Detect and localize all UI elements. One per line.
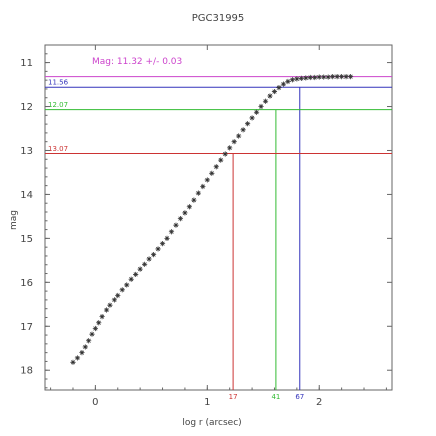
y-tick-label-5: 16 (20, 278, 33, 289)
x-tick-label-1: 1 (204, 397, 210, 408)
data-point (307, 74, 313, 81)
data-point (213, 164, 219, 170)
plot-frame (44, 44, 393, 391)
chart-title: PGC31995 (192, 13, 245, 24)
y-tick-label-6: 17 (20, 322, 33, 333)
data-point (236, 133, 242, 139)
data-point (107, 302, 113, 308)
data-point (137, 266, 143, 272)
data-point (150, 252, 157, 258)
data-point (70, 359, 76, 365)
data-point (240, 127, 246, 133)
data-point (280, 81, 287, 87)
data-point (79, 350, 85, 356)
data-point (186, 204, 192, 210)
data-point (74, 355, 81, 361)
data-point (218, 157, 224, 163)
x-tick-label-2: 2 (316, 397, 322, 408)
data-point (86, 338, 92, 344)
data-point (111, 297, 117, 303)
y-axis-label: mag (9, 210, 19, 230)
data-point (298, 75, 304, 82)
y-tick-label-0: 11 (20, 58, 33, 69)
data-point (200, 183, 206, 190)
data-point (334, 74, 340, 80)
data-point (325, 74, 331, 80)
ref-radius-label-2: 41 (271, 393, 280, 401)
data-point (89, 331, 95, 337)
data-point (124, 282, 130, 288)
data-point (182, 210, 188, 216)
ref-mag-label-2: 12.07 (48, 101, 68, 109)
data-point (204, 177, 210, 183)
data-point (262, 98, 269, 104)
data-point (245, 121, 251, 127)
data-point (177, 215, 184, 222)
data-point (271, 88, 278, 95)
data-point (289, 77, 295, 83)
ref-mag-label-3: 13.07 (48, 145, 68, 153)
data-point (303, 75, 309, 81)
data-point (347, 74, 354, 80)
data-point (231, 139, 237, 145)
data-point (155, 246, 161, 252)
y-tick-label-2: 13 (20, 146, 33, 157)
data-point (339, 74, 345, 80)
y-tick-label-4: 15 (20, 234, 33, 245)
data-point (294, 76, 300, 82)
data-point (119, 287, 125, 293)
data-point (96, 320, 102, 326)
data-point (128, 276, 134, 282)
data-point (276, 85, 282, 91)
data-point (343, 74, 349, 80)
data-point (330, 74, 336, 80)
data-point (209, 170, 215, 176)
data-point (191, 197, 197, 203)
data-point (253, 109, 260, 115)
data-point (92, 325, 98, 332)
data-point (164, 235, 170, 241)
data-point (222, 151, 228, 157)
data-point (103, 307, 110, 313)
data-point (285, 78, 291, 85)
x-tick-label-0: 0 (92, 397, 98, 408)
y-tick-label-7: 18 (20, 366, 33, 377)
data-point (173, 222, 179, 228)
x-axis-label: log r (arcsec) (182, 418, 241, 428)
ref-radius-label-1: 67 (295, 393, 304, 401)
data-point (146, 256, 152, 262)
ref-mag-label-1: 11.56 (48, 79, 69, 87)
data-point (258, 103, 264, 110)
data-point (267, 93, 273, 99)
data-points (70, 74, 354, 365)
data-point (99, 314, 105, 320)
data-point (195, 190, 201, 196)
data-point (321, 74, 327, 80)
data-point (168, 229, 175, 235)
data-point (133, 271, 139, 278)
data-point (115, 292, 121, 299)
magnitude-annotation: Mag: 11.32 +/- 0.03 (92, 57, 182, 67)
data-point (159, 241, 166, 247)
data-point (82, 344, 88, 350)
data-point (249, 115, 255, 121)
y-tick-label-3: 14 (20, 190, 33, 201)
data-point (316, 74, 322, 80)
data-point (227, 145, 233, 151)
data-point (142, 261, 148, 267)
ref-radius-label-3: 17 (229, 393, 238, 401)
y-tick-label-1: 12 (20, 102, 33, 113)
data-point (312, 74, 318, 81)
